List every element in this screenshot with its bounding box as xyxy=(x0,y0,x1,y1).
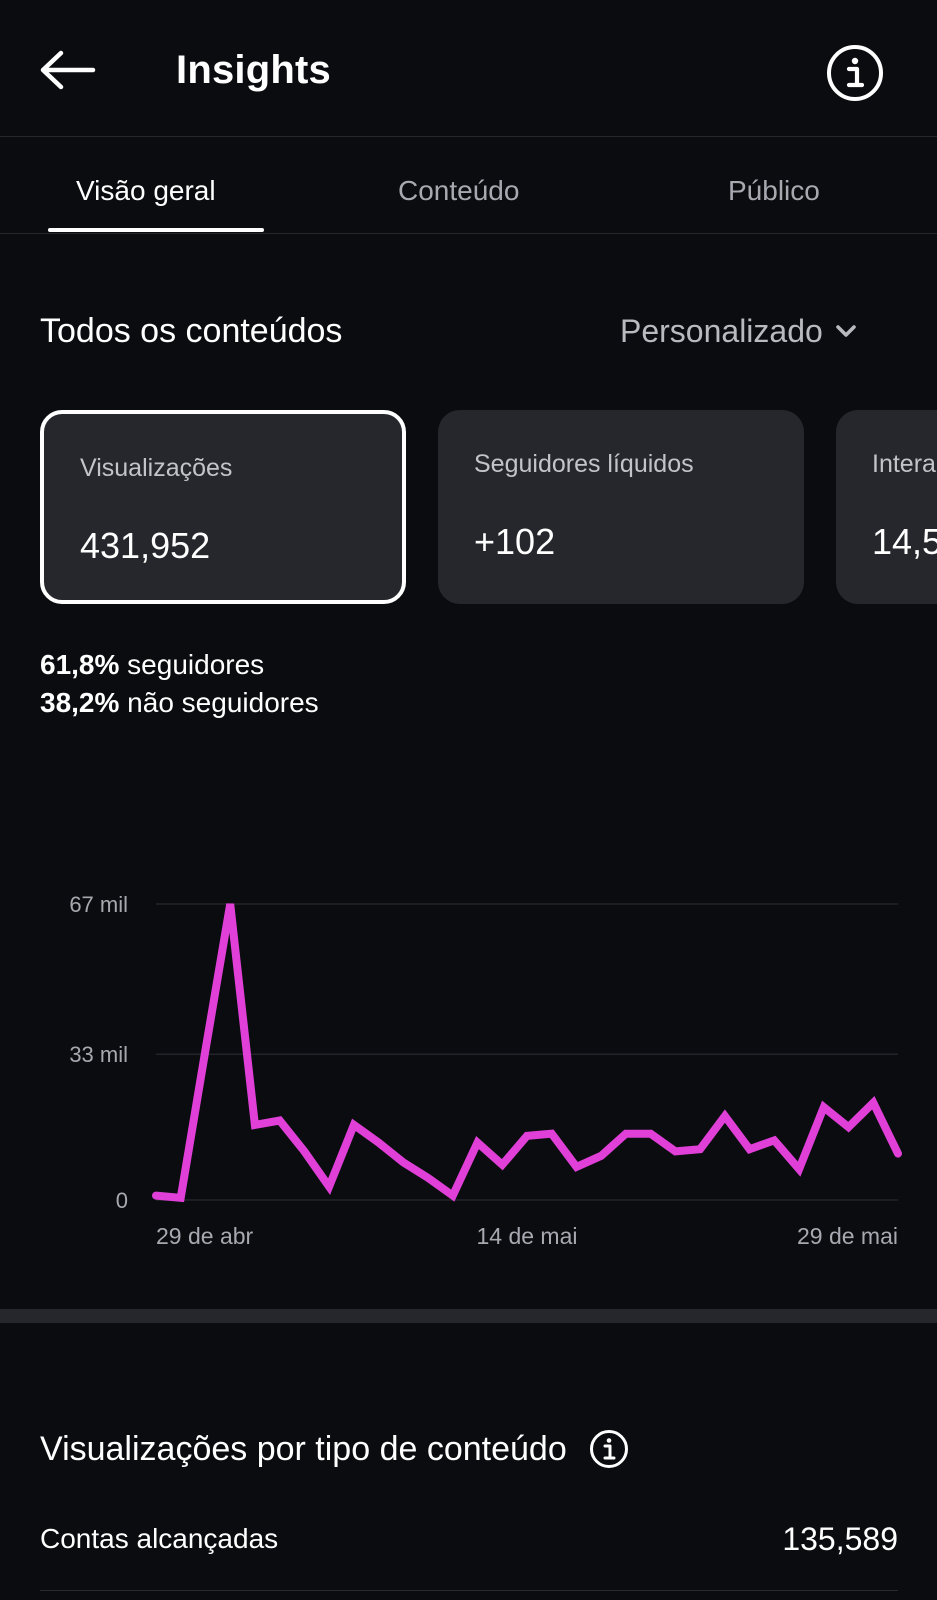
section-divider xyxy=(0,1309,937,1323)
followers-line: 61,8% seguidores xyxy=(40,646,319,684)
views-chart[interactable]: 0 33 mil 67 mil 29 de abr 14 de mai 29 de mai xyxy=(0,880,937,1260)
x-tick-label: 14 de mai xyxy=(476,1223,577,1249)
views-line-chart: 0 33 mil 67 mil 29 de abr 14 de mai 29 de mai xyxy=(69,892,902,1249)
y-tick-label: 0 xyxy=(116,1188,128,1213)
tab-conteudo[interactable]: Conteúdo xyxy=(398,175,520,206)
nonfollowers-text: não seguidores xyxy=(119,687,319,718)
metric-label: Seguidores líquidos xyxy=(474,450,694,478)
views-series-line xyxy=(152,903,902,1203)
views-by-content-type-title: Visualizações por tipo de conteúdo xyxy=(40,1430,567,1468)
metric-card-net-followers[interactable]: Seguidores líquidos +102 xyxy=(438,410,804,604)
tab-bar: Visão geral Conteúdo Público xyxy=(0,137,937,233)
tabs-divider xyxy=(0,233,937,234)
section-title: Todos os conteúdos xyxy=(40,312,343,350)
metric-value: 14,5 xyxy=(872,521,937,562)
arrow-left-icon xyxy=(40,50,96,90)
tab-publico[interactable]: Público xyxy=(728,175,820,206)
accounts-reached-label: Contas alcançadas xyxy=(40,1523,279,1554)
metric-value: 431,952 xyxy=(80,525,211,566)
metric-label: Intera xyxy=(872,450,936,478)
metric-card-views[interactable]: Visualizações 431,952 xyxy=(40,410,406,604)
metric-label: Visualizações xyxy=(80,454,233,482)
info-circle-icon xyxy=(827,45,883,101)
x-tick-label: 29 de abr xyxy=(156,1223,254,1249)
accounts-reached-row[interactable]: Contas alcançadas 135,589 xyxy=(40,1516,898,1562)
metric-value: +102 xyxy=(474,521,556,562)
followers-text: seguidores xyxy=(119,649,265,680)
row-divider xyxy=(40,1590,898,1591)
info-button[interactable] xyxy=(826,44,884,102)
header-divider xyxy=(0,136,937,137)
active-tab-indicator xyxy=(48,228,264,232)
metric-cards: Visualizações 431,952 Seguidores líquido… xyxy=(40,410,937,606)
period-label: Personalizado xyxy=(620,313,823,349)
accounts-reached-value: 135,589 xyxy=(782,1521,898,1557)
nonfollowers-line: 38,2% não seguidores xyxy=(40,684,319,722)
page-title: Insights xyxy=(176,48,331,92)
tab-visao-geral[interactable]: Visão geral xyxy=(76,175,216,206)
followers-percent: 61,8% xyxy=(40,649,120,680)
period-dropdown[interactable]: Personalizado xyxy=(620,308,859,354)
x-tick-label: 29 de mai xyxy=(797,1223,898,1249)
followers-split: 61,8% seguidores 38,2% não seguidores xyxy=(40,646,319,722)
chevron-down-icon xyxy=(835,325,856,337)
back-button[interactable] xyxy=(34,42,100,98)
info-circle-icon[interactable] xyxy=(589,1429,629,1469)
y-tick-label: 67 mil xyxy=(69,892,128,917)
app-header: Insights xyxy=(0,0,937,136)
views-by-content-type-header: Visualizações por tipo de conteúdo xyxy=(40,1424,629,1474)
metric-card-interactions[interactable]: Intera 14,5 xyxy=(836,410,937,604)
nonfollowers-percent: 38,2% xyxy=(40,687,120,718)
y-tick-label: 33 mil xyxy=(69,1042,128,1067)
